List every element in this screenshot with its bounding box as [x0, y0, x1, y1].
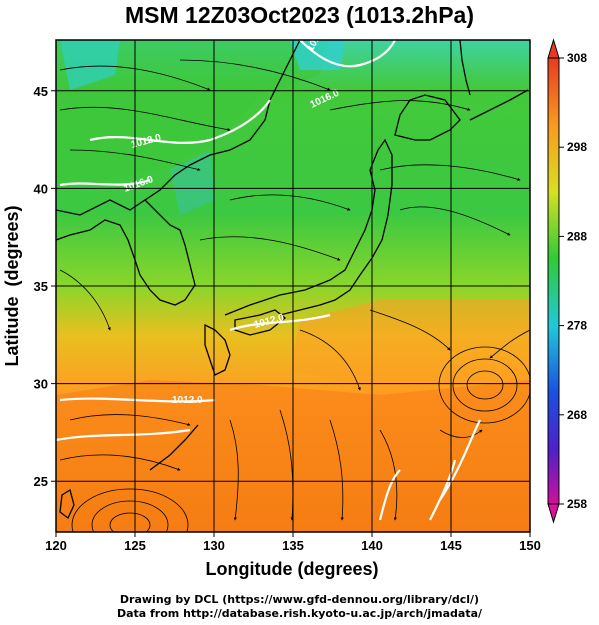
y-tick-label: 45 [34, 84, 48, 99]
colorbar: 308 298 288 278 268 258 [547, 38, 587, 524]
x-axis-label: Longitude (degrees) [205, 559, 378, 579]
isobars [56, 40, 481, 521]
colorbar-tick-label: 308 [567, 51, 587, 65]
y-tick-label: 40 [34, 181, 48, 196]
lat-lon-grid [56, 40, 530, 532]
y-axis-label: Latitude (degrees) [2, 205, 22, 366]
coastlines [56, 40, 529, 520]
x-axis: 120 125 130 135 140 145 150 [45, 532, 541, 553]
isobar-label: 1012.0 [172, 395, 203, 406]
x-tick-label: 120 [45, 538, 67, 553]
x-tick-label: 125 [124, 538, 146, 553]
colorbar-tick-label: 298 [567, 140, 587, 154]
y-tick-label: 30 [34, 377, 48, 392]
y-axis: 25 30 35 40 45 [34, 84, 56, 489]
map-title: MSM 12Z03Oct2023 (1013.2hPa) [124, 2, 474, 28]
colorbar-max-arrow [547, 38, 560, 59]
x-tick-label: 140 [361, 538, 383, 553]
x-tick-label: 150 [519, 538, 541, 553]
x-tick-label: 130 [203, 538, 225, 553]
y-tick-label: 25 [34, 474, 48, 489]
colorbar-min-arrow [547, 503, 560, 524]
credit-drawing: Drawing by DCL (https://www.gfd-dennou.o… [119, 593, 480, 606]
colorbar-tick-label: 268 [567, 408, 587, 422]
colorbar-tick-label: 278 [567, 319, 587, 333]
y-tick-label: 35 [34, 279, 48, 294]
colorbar-tick-label: 258 [567, 497, 587, 511]
credit-data: Data from http://database.rish.kyoto-u.a… [116, 607, 483, 620]
colorbar-tick-label: 288 [567, 229, 587, 243]
x-tick-label: 135 [282, 538, 304, 553]
x-tick-label: 145 [440, 538, 462, 553]
